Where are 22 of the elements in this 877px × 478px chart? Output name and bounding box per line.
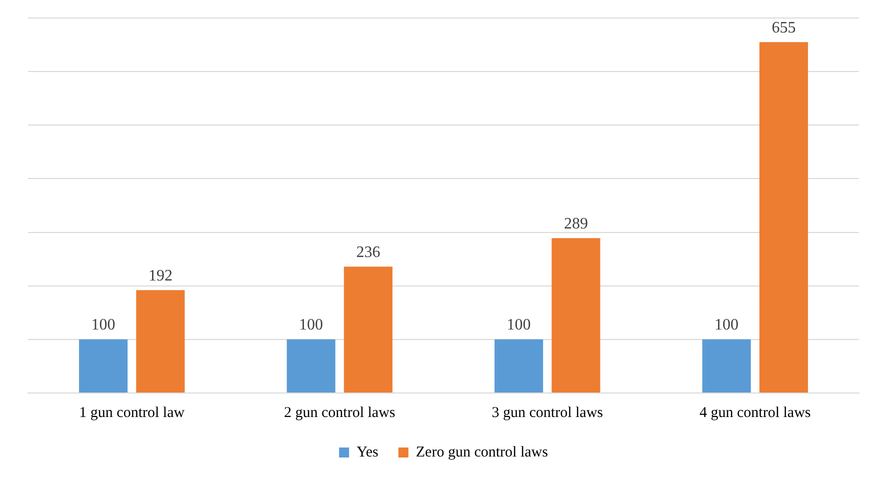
bar [344, 266, 392, 392]
bar [79, 339, 128, 392]
bar [286, 339, 336, 392]
bar [494, 339, 544, 392]
bar [552, 238, 600, 392]
data-label: 100 [714, 316, 739, 334]
x-tick-label: 4 gun control laws [700, 404, 811, 421]
x-tick-label: 2 gun control laws [284, 404, 396, 421]
data-label: 100 [506, 316, 531, 334]
data-label: 100 [299, 316, 324, 334]
data-label: 289 [564, 215, 588, 232]
legend-label: Zero gun control laws [416, 444, 548, 460]
data-label: 100 [91, 316, 116, 334]
bar [759, 42, 808, 392]
x-tick-label: 3 gun control laws [492, 404, 604, 421]
data-label: 236 [356, 244, 380, 261]
x-tick-label: 1 gun control law [79, 404, 185, 421]
data-label: 655 [772, 19, 796, 36]
bar [136, 290, 185, 392]
data-label: 192 [148, 267, 172, 284]
legend-label: Yes [356, 444, 379, 460]
bar [702, 339, 751, 392]
